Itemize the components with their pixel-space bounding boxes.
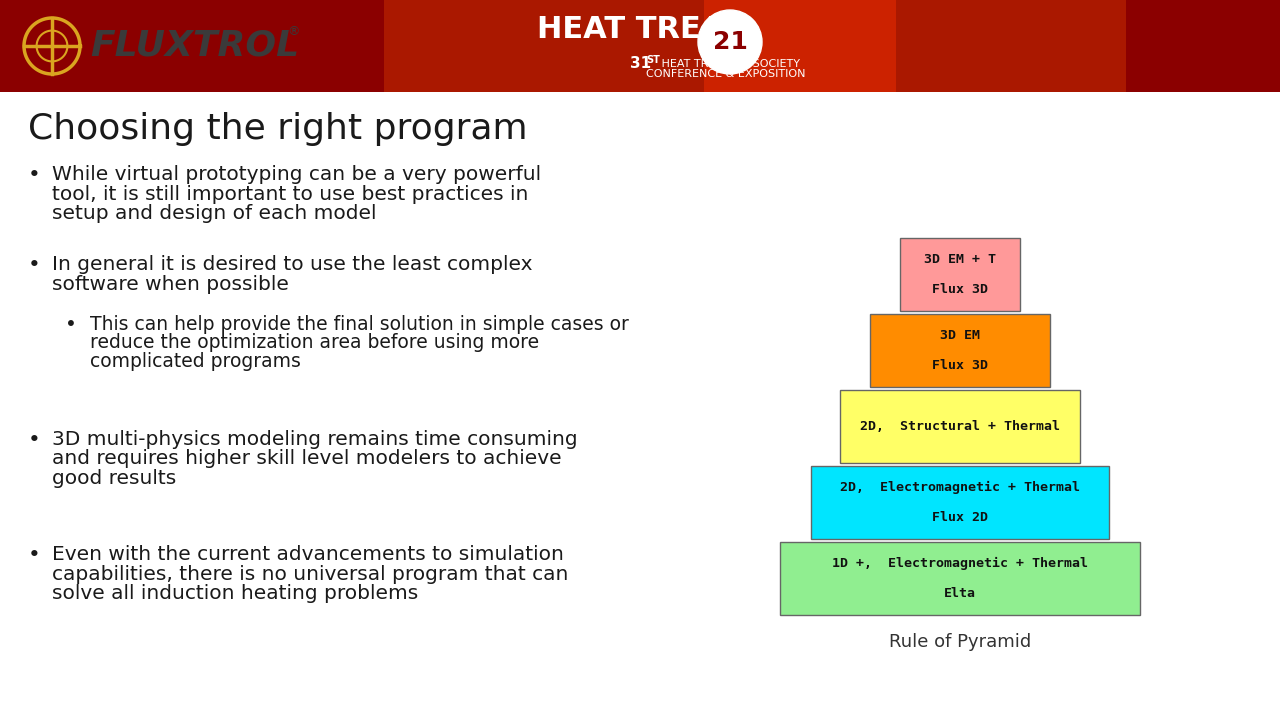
Text: Flux 3D: Flux 3D [932, 282, 988, 296]
Text: Even with the current advancements to simulation: Even with the current advancements to si… [52, 545, 564, 564]
Text: Rule of Pyramid: Rule of Pyramid [888, 633, 1032, 651]
Text: 3D multi-physics modeling remains time consuming: 3D multi-physics modeling remains time c… [52, 430, 577, 449]
Text: •: • [28, 255, 41, 275]
FancyBboxPatch shape [870, 314, 1050, 387]
Text: capabilities, there is no universal program that can: capabilities, there is no universal prog… [52, 564, 568, 583]
Text: and requires higher skill level modelers to achieve: and requires higher skill level modelers… [52, 449, 562, 469]
Text: 1D +,  Electromagnetic + Thermal: 1D +, Electromagnetic + Thermal [832, 557, 1088, 570]
Text: tool, it is still important to use best practices in: tool, it is still important to use best … [52, 184, 529, 204]
Bar [896, 0, 1126, 92]
Text: In general it is desired to use the least complex: In general it is desired to use the leas… [52, 255, 532, 274]
Bar [704, 0, 896, 92]
Text: ST: ST [646, 55, 660, 65]
Text: complicated programs: complicated programs [90, 352, 301, 371]
FancyBboxPatch shape [840, 390, 1080, 463]
Bar [1126, 0, 1280, 92]
Text: solve all induction heating problems: solve all induction heating problems [52, 584, 419, 603]
FancyBboxPatch shape [900, 238, 1020, 311]
Text: 3D EM + T: 3D EM + T [924, 253, 996, 266]
Text: good results: good results [52, 469, 177, 488]
Text: Flux 2D: Flux 2D [932, 510, 988, 523]
Text: •: • [28, 165, 41, 185]
FancyBboxPatch shape [780, 542, 1140, 615]
Text: 2D,  Structural + Thermal: 2D, Structural + Thermal [860, 420, 1060, 433]
Text: CONFERENCE & EXPOSITION: CONFERENCE & EXPOSITION [646, 69, 805, 79]
Text: Choosing the right program: Choosing the right program [28, 112, 527, 146]
Text: •: • [28, 545, 41, 565]
Text: reduce the optimization area before using more: reduce the optimization area before usin… [90, 333, 539, 353]
Text: software when possible: software when possible [52, 274, 289, 294]
Circle shape [698, 10, 762, 74]
Text: Elta: Elta [945, 587, 977, 600]
Text: 21: 21 [713, 30, 748, 54]
Text: setup and design of each model: setup and design of each model [52, 204, 376, 223]
Bar [384, 0, 704, 92]
Text: While virtual prototyping can be a very powerful: While virtual prototyping can be a very … [52, 165, 541, 184]
Text: ®: ® [287, 25, 300, 38]
Text: HEAT TREATING SOCIETY: HEAT TREATING SOCIETY [658, 59, 800, 69]
Text: 31: 31 [630, 56, 652, 71]
Text: HEAT TREAT: HEAT TREAT [538, 16, 742, 45]
Text: Flux 3D: Flux 3D [932, 359, 988, 372]
Text: •: • [28, 430, 41, 450]
Text: 3D EM: 3D EM [940, 329, 980, 343]
Text: FLUXTROL: FLUXTROL [90, 29, 300, 63]
Bar [0, 0, 384, 92]
FancyBboxPatch shape [810, 466, 1110, 539]
Text: •: • [65, 315, 77, 334]
Text: 2D,  Electromagnetic + Thermal: 2D, Electromagnetic + Thermal [840, 482, 1080, 495]
Text: This can help provide the final solution in simple cases or: This can help provide the final solution… [90, 315, 628, 334]
